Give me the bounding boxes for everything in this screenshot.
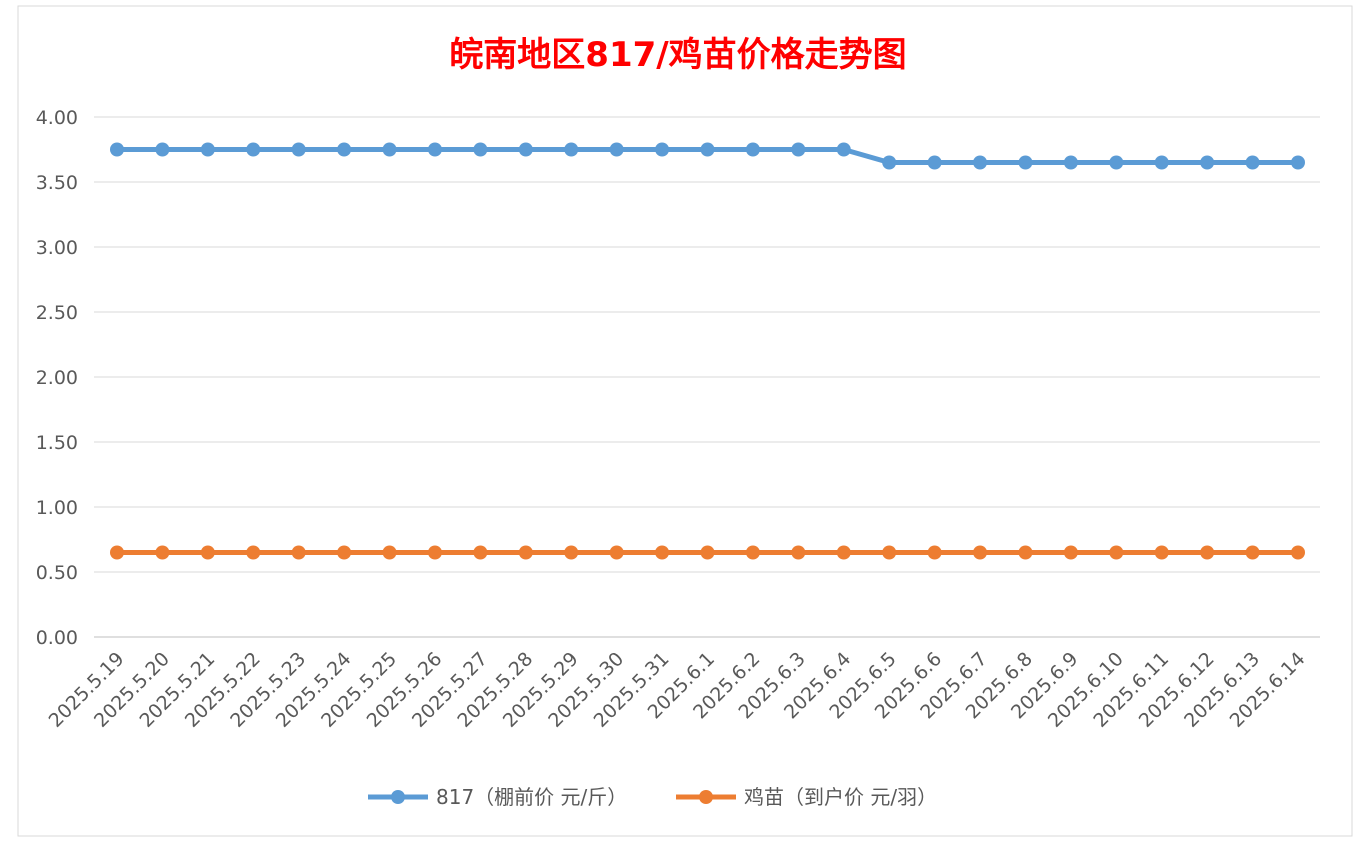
data-point-series-0 xyxy=(745,142,760,157)
data-point-series-1 xyxy=(927,545,942,560)
data-point-series-1 xyxy=(1200,545,1215,560)
data-point-series-0 xyxy=(1291,155,1305,170)
y-tick-label: 2.50 xyxy=(36,302,78,324)
data-point-series-0 xyxy=(291,142,306,157)
data-point-series-1 xyxy=(882,545,897,560)
data-point-series-1 xyxy=(291,545,306,560)
y-tick-label: 1.00 xyxy=(36,497,78,519)
data-point-series-1 xyxy=(110,545,124,560)
data-point-series-0 xyxy=(1245,155,1260,170)
y-tick-label: 0.00 xyxy=(36,627,78,649)
data-point-series-1 xyxy=(1245,545,1260,560)
y-axis-ticks: 0.00 0.50 1.00 1.50 2.00 2.50 3.00 3.50 4.00 xyxy=(36,107,78,649)
data-point-series-0 xyxy=(836,142,851,157)
data-point-series-0 xyxy=(382,142,397,157)
data-point-series-0 xyxy=(791,142,806,157)
chart-border xyxy=(17,5,1353,837)
gridlines xyxy=(94,116,1320,638)
y-tick-label: 3.50 xyxy=(36,172,78,194)
data-point-series-1 xyxy=(473,545,488,560)
data-point-series-1 xyxy=(791,545,806,560)
data-point-series-1 xyxy=(382,545,397,560)
data-point-series-0 xyxy=(518,142,533,157)
data-point-series-1 xyxy=(518,545,533,560)
legend-marker-0 xyxy=(391,790,405,804)
data-point-series-0 xyxy=(337,142,352,157)
data-point-series-1 xyxy=(1291,545,1305,560)
data-point-series-0 xyxy=(110,142,124,157)
y-tick-label: 3.00 xyxy=(36,237,78,259)
data-point-series-1 xyxy=(427,545,442,560)
y-tick-label: 1.50 xyxy=(36,432,78,454)
data-point-series-1 xyxy=(609,545,624,560)
legend-marker-1 xyxy=(699,790,713,804)
data-point-series-1 xyxy=(836,545,851,560)
data-point-series-0 xyxy=(200,142,215,157)
series-lines xyxy=(110,142,1305,560)
data-point-series-0 xyxy=(609,142,624,157)
data-point-series-0 xyxy=(1018,155,1033,170)
data-point-series-1 xyxy=(1109,545,1124,560)
legend-label-0: 817（棚前价 元/斤） xyxy=(436,785,627,809)
legend-label-1: 鸡苗（到户价 元/羽） xyxy=(744,785,937,809)
data-point-series-0 xyxy=(155,142,170,157)
data-point-series-1 xyxy=(564,545,579,560)
data-point-series-0 xyxy=(1200,155,1215,170)
data-point-series-0 xyxy=(1109,155,1124,170)
data-point-series-1 xyxy=(973,545,988,560)
data-point-series-0 xyxy=(700,142,715,157)
data-point-series-1 xyxy=(246,545,261,560)
data-point-series-1 xyxy=(655,545,670,560)
data-point-series-0 xyxy=(882,155,897,170)
legend: 817（棚前价 元/斤） 鸡苗（到户价 元/羽） xyxy=(368,785,937,809)
data-point-series-0 xyxy=(1154,155,1169,170)
data-point-series-1 xyxy=(745,545,760,560)
data-point-series-0 xyxy=(473,142,488,157)
data-point-series-0 xyxy=(927,155,942,170)
chart-title: 皖南地区817/鸡苗价格走势图 xyxy=(449,35,906,75)
data-point-series-0 xyxy=(246,142,261,157)
data-point-series-1 xyxy=(1018,545,1033,560)
y-tick-label: 4.00 xyxy=(36,107,78,129)
y-tick-label: 0.50 xyxy=(36,562,78,584)
data-point-series-1 xyxy=(1154,545,1169,560)
data-point-series-0 xyxy=(655,142,670,157)
data-point-series-0 xyxy=(973,155,988,170)
data-point-series-0 xyxy=(1063,155,1078,170)
y-tick-label: 2.00 xyxy=(36,367,78,389)
data-point-series-0 xyxy=(427,142,442,157)
data-point-series-1 xyxy=(1063,545,1078,560)
data-point-series-1 xyxy=(337,545,352,560)
data-point-series-1 xyxy=(700,545,715,560)
data-point-series-0 xyxy=(564,142,579,157)
data-point-series-1 xyxy=(155,545,170,560)
data-point-series-1 xyxy=(200,545,215,560)
